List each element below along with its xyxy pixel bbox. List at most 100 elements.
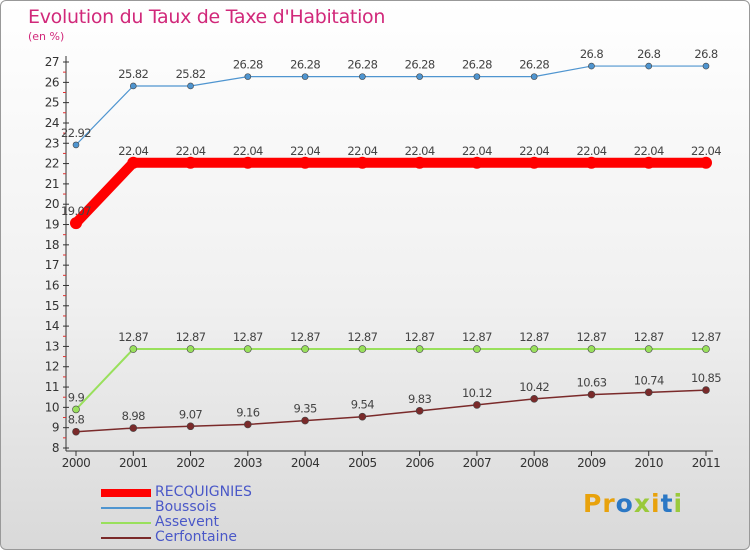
legend-label: Cerfontaine — [155, 529, 237, 545]
data-label: 26.8 — [694, 47, 717, 61]
data-point — [702, 62, 710, 70]
data-label: 25.82 — [118, 67, 148, 81]
data-label: 9.07 — [179, 407, 202, 421]
data-label: 22.04 — [576, 144, 606, 158]
data-point — [587, 390, 596, 399]
data-label: 26.8 — [637, 47, 660, 61]
data-point — [473, 345, 481, 353]
data-label: 22.04 — [118, 144, 148, 158]
data-label: 12.87 — [634, 330, 664, 344]
data-point — [645, 62, 653, 70]
data-label: 10.63 — [576, 376, 606, 390]
y-tick-label: 16 — [45, 278, 59, 292]
data-label: 12.87 — [347, 330, 377, 344]
x-tick-label: 2007 — [463, 456, 492, 470]
data-point — [358, 345, 367, 353]
data-point — [129, 82, 137, 90]
y-tick-label: 26 — [45, 75, 59, 89]
data-label: 12.87 — [405, 330, 435, 344]
y-tick-label: 23 — [45, 136, 59, 150]
series-line — [75, 389, 707, 433]
data-label: 12.87 — [462, 330, 492, 344]
y-tick-label: 8 — [52, 441, 59, 455]
legend-label: Boussois — [155, 499, 217, 515]
data-point — [530, 73, 538, 80]
data-point — [299, 156, 312, 169]
data-point — [415, 407, 424, 415]
x-tick-label: 2003 — [234, 456, 263, 470]
y-tick-label: 14 — [45, 319, 59, 333]
data-label: 22.04 — [462, 144, 492, 158]
data-label: 12.87 — [576, 330, 606, 344]
data-point — [241, 156, 254, 169]
data-point — [585, 156, 598, 169]
data-label: 22.04 — [691, 144, 721, 158]
data-label: 26.28 — [519, 58, 549, 72]
data-point — [413, 156, 426, 169]
data-point — [528, 156, 541, 169]
data-point — [470, 156, 483, 169]
data-label: 12.87 — [233, 330, 263, 344]
data-point — [187, 82, 194, 90]
data-point — [530, 395, 538, 403]
data-point — [244, 73, 252, 80]
data-point — [244, 420, 252, 429]
chart-title: Evolution du Taux de Taxe d'Habitation — [28, 6, 386, 28]
data-point — [72, 427, 80, 436]
y-tick-label: 20 — [45, 197, 59, 211]
data-point — [416, 73, 423, 80]
y-tick-label: 13 — [45, 339, 59, 353]
data-label: 22.04 — [233, 144, 263, 158]
data-label: 9.83 — [408, 392, 431, 406]
data-label: 12.87 — [176, 330, 206, 344]
data-label: 9.16 — [236, 405, 259, 419]
data-label: 22.04 — [347, 144, 377, 158]
data-point — [356, 156, 369, 169]
legend-label: Assevent — [155, 514, 220, 530]
data-label: 12.87 — [290, 330, 320, 344]
data-label: 26.28 — [462, 58, 492, 72]
data-point — [359, 73, 366, 80]
x-tick-label: 2002 — [176, 456, 205, 470]
data-label: 26.8 — [580, 47, 603, 61]
legend-swatch — [101, 522, 151, 524]
data-label: 10.74 — [634, 373, 664, 387]
series-cerfontaine: 8.8 8.98 9.07 9.16 9.35 9.54 9.83 10.12 10.42 10.… — [68, 371, 722, 436]
data-point — [530, 345, 538, 353]
data-point — [473, 401, 481, 409]
x-tick-label: 2000 — [62, 456, 91, 470]
data-point — [129, 345, 138, 353]
data-label: 26.28 — [290, 58, 320, 72]
legend-swatch — [101, 537, 151, 539]
y-tick-label: 22 — [45, 157, 59, 171]
series-line — [71, 157, 711, 229]
data-label: 9.54 — [351, 398, 374, 412]
x-tick-label: 2001 — [119, 456, 148, 470]
y-tick-label: 10 — [45, 400, 59, 414]
data-point — [700, 156, 712, 169]
data-label: 12.87 — [519, 330, 549, 344]
data-label: 8.8 — [68, 413, 85, 427]
legend-label: RECQUIGNIES — [155, 484, 252, 500]
data-label: 26.28 — [405, 58, 435, 72]
x-tick-label: 2004 — [291, 456, 320, 470]
data-label: 19.07 — [61, 204, 91, 218]
y-tick-label: 12 — [45, 360, 59, 374]
data-label: 12.87 — [118, 330, 148, 344]
x-tick-label: 2005 — [348, 456, 377, 470]
data-point — [702, 386, 710, 394]
series-line — [75, 348, 707, 411]
data-point — [644, 345, 653, 353]
y-tick-label: 19 — [45, 218, 59, 232]
chart-subtitle: (en %) — [28, 30, 65, 43]
data-point — [301, 416, 309, 425]
data-point — [644, 388, 653, 397]
data-point — [358, 412, 367, 421]
x-tick-label: 2010 — [634, 456, 663, 470]
data-point — [72, 141, 80, 149]
data-point — [415, 345, 424, 353]
data-label: 9.9 — [68, 390, 85, 404]
data-label: 12.87 — [691, 330, 721, 344]
